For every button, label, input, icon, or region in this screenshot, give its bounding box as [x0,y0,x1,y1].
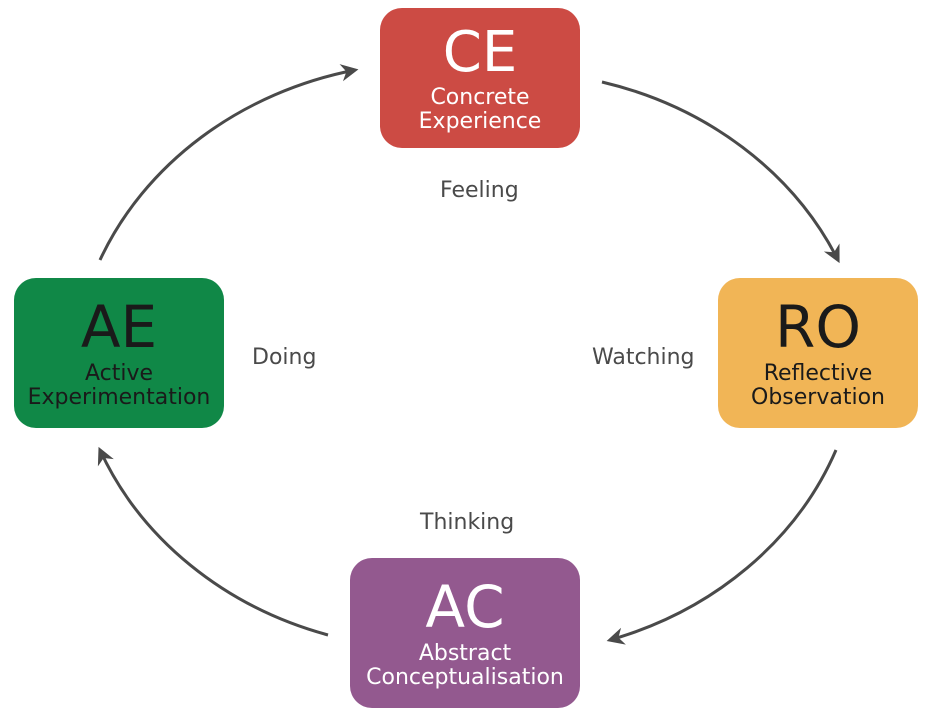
node-ae: AE Active Experimentation [14,278,224,428]
label-thinking: Thinking [420,510,514,535]
node-ro-label: Reflective Observation [751,362,885,410]
node-ce: CE Concrete Experience [380,8,580,148]
label-feeling: Feeling [440,178,519,203]
label-watching: Watching [592,345,695,370]
node-ro: RO Reflective Observation [718,278,918,428]
diagram-stage: CE Concrete Experience RO Reflective Obs… [0,0,936,720]
node-ae-label: Active Experimentation [28,362,211,410]
node-ce-label: Concrete Experience [419,86,542,134]
node-ro-abbr: RO [775,296,861,360]
arc-ro-ac [610,450,836,640]
node-ac: AC Abstract Conceptualisation [350,558,580,708]
arc-ae-ce [100,70,355,260]
node-ce-abbr: CE [443,22,517,84]
arc-ac-ae [100,450,328,635]
node-ae-abbr: AE [81,296,157,360]
node-ac-label: Abstract Conceptualisation [366,642,564,690]
arc-ce-ro [602,82,838,260]
node-ac-abbr: AC [425,576,504,640]
label-doing: Doing [252,345,316,370]
